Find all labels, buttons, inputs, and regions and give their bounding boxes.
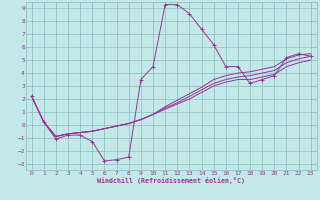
X-axis label: Windchill (Refroidissement éolien,°C): Windchill (Refroidissement éolien,°C) xyxy=(97,177,245,184)
